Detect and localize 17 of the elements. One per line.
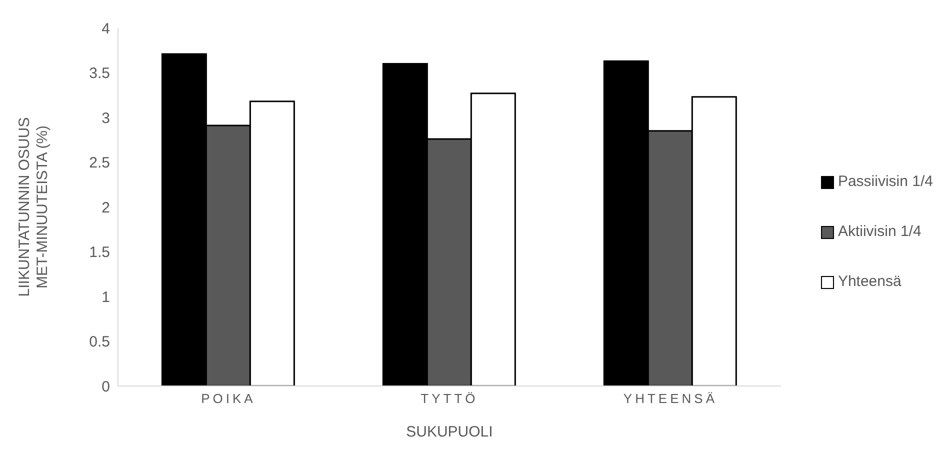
y-tick-label: 1.5 — [89, 244, 110, 262]
x-axis-title: SUKUPUOLI — [406, 424, 493, 441]
y-tick-label: 2.5 — [89, 154, 110, 172]
y-tick-label: 2 — [102, 199, 110, 216]
x-tick-label: TYTTÖ — [420, 391, 478, 406]
y-tick-label: 1 — [102, 288, 110, 306]
y-tick-label: 0 — [102, 378, 110, 396]
y-tick-label: 4 — [102, 20, 110, 38]
y-tick-label: 0.5 — [89, 334, 110, 351]
y-axis-title: LIIKUNTATUNNIN OSUUS MET-MINUUTEISTA (%) — [16, 117, 51, 297]
y-tick-label: 3.5 — [89, 65, 110, 82]
legend-label: Passiivisin 1/4 — [838, 172, 933, 192]
legend-label: Aktiivisin 1/4 — [838, 222, 922, 242]
x-tick-label: POIKA — [201, 391, 256, 406]
legend-label: Yhteensä — [838, 272, 902, 292]
y-tick-label: 3 — [102, 110, 110, 127]
x-tick-label: YHTEENSÄ — [623, 391, 718, 406]
